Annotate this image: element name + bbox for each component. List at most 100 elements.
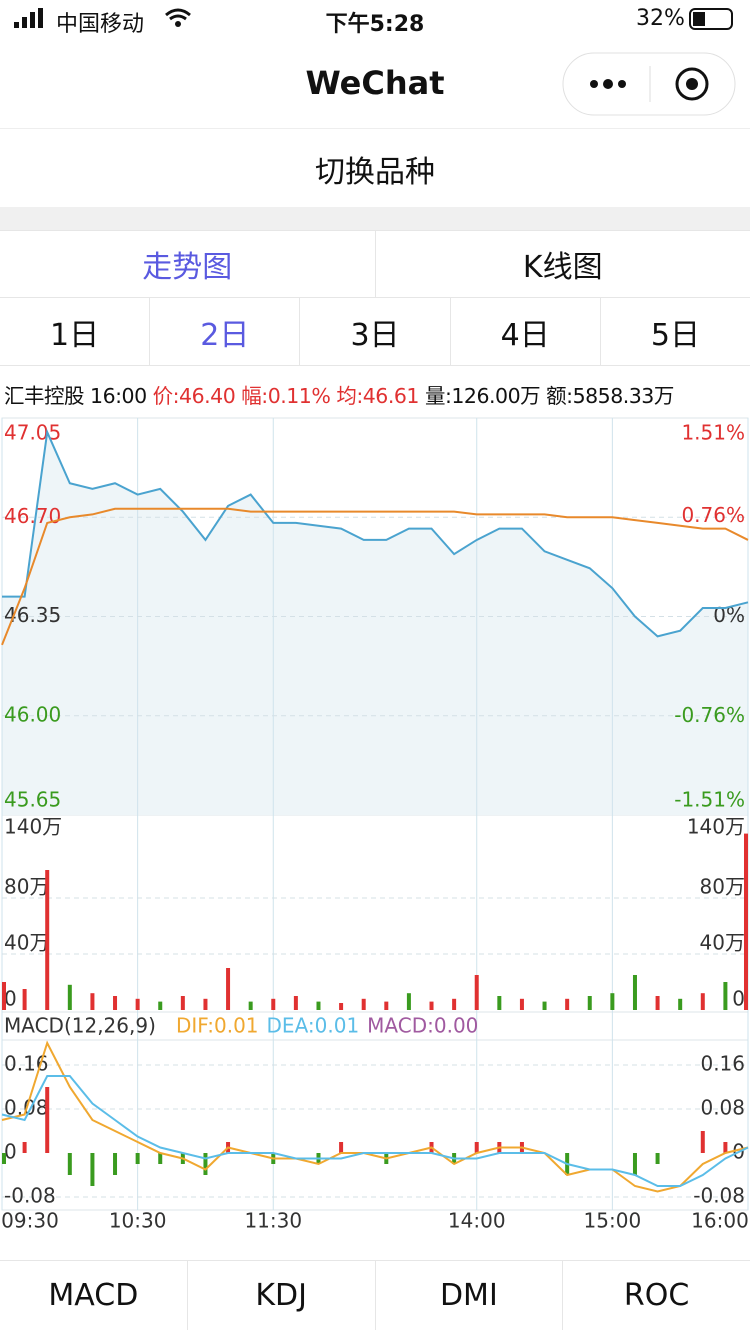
volume-bar	[67, 984, 72, 1010]
y2-tick-label: 1.51%	[681, 421, 745, 445]
y-tick-label-right: -0.08	[693, 1184, 745, 1208]
volume-bar	[587, 996, 592, 1010]
separator	[0, 207, 750, 230]
y-tick-label: 140万	[4, 815, 62, 839]
macd-bar	[203, 1153, 208, 1175]
x-tick-label: 10:30	[109, 1209, 167, 1233]
macd-bar	[90, 1153, 95, 1186]
tab[interactable]: 2日	[150, 298, 301, 365]
macd-bar	[67, 1153, 72, 1175]
y-tick-label-right: 0.08	[700, 1096, 745, 1120]
volume-bar	[361, 998, 366, 1010]
legend-entry: DIF:0.01	[176, 1014, 259, 1038]
chart-tabs: 走势图 K线图	[0, 230, 750, 298]
x-tick-label: 14:00	[448, 1209, 506, 1233]
y-tick-label-right: 80万	[700, 875, 745, 899]
quote-volume: 量:126.00万	[424, 384, 541, 408]
x-tick-label: 16:00	[691, 1209, 749, 1233]
volume-bar	[519, 998, 524, 1010]
macd-bar	[158, 1153, 163, 1164]
price-area	[2, 432, 748, 815]
volume-bar	[610, 993, 615, 1010]
tab[interactable]: 走势图	[0, 231, 376, 297]
x-tick-label: 15:00	[584, 1209, 642, 1233]
volume-bar	[158, 1001, 163, 1010]
x-tick-label: 11:30	[244, 1209, 302, 1233]
tab[interactable]: 4日	[451, 298, 601, 365]
y2-tick-label: -0.76%	[674, 703, 745, 727]
volume-bar	[316, 1001, 321, 1010]
y-tick-label-right: 140万	[687, 815, 745, 839]
switch-button[interactable]: 切换品种	[0, 128, 750, 208]
charts: 09:30 10:30 11:30 14:00 15:00 16:00 47.05 46.70…	[1, 417, 749, 1233]
tab[interactable]: DMI	[376, 1261, 564, 1330]
clock: 下午5:28	[325, 12, 425, 37]
y-tick-label: 46.35	[4, 603, 61, 627]
macd-line	[1, 1075, 749, 1187]
y-tick-label: 46.00	[4, 702, 61, 726]
macd-bar	[474, 1142, 479, 1153]
volume-bar	[226, 968, 231, 1010]
macd-bar	[113, 1153, 118, 1175]
y-tick-label: 0	[4, 987, 17, 1011]
y-tick-label: 40万	[4, 931, 49, 955]
volume-bar	[293, 996, 298, 1010]
macd-bar	[700, 1131, 705, 1153]
volume-bar	[700, 993, 705, 1010]
y-tick-label-right: 40万	[700, 931, 745, 955]
volume-bar	[135, 998, 140, 1010]
volume-bar	[497, 996, 502, 1010]
x-tick-label: 09:30	[1, 1209, 59, 1233]
tab[interactable]: 3日	[300, 298, 451, 365]
macd-bar	[2, 1153, 6, 1164]
volume-bar	[384, 1001, 389, 1010]
quote-time: 16:00	[90, 384, 147, 408]
volume-bar	[542, 1001, 547, 1010]
y2-tick-label: -1.51%	[674, 788, 745, 812]
volume-bar	[2, 982, 6, 1010]
volume-bar	[429, 1001, 434, 1010]
nav-title: WeChat	[305, 64, 445, 102]
stock-name: 汇丰控股	[4, 384, 85, 408]
volume-bar	[406, 993, 411, 1010]
macd-line	[1, 1040, 749, 1193]
tab[interactable]: 5日	[650, 317, 700, 353]
y-tick-label: 45.65	[4, 788, 61, 812]
macd-bar	[632, 1153, 637, 1175]
y-tick-label: 0.16	[4, 1052, 49, 1076]
quote-change: 幅:0.11%	[241, 384, 331, 408]
quote-line: 汇丰控股 16:00 价:46.40 幅:0.11% 均:46.61 量:126…	[4, 379, 674, 409]
volume-bar	[22, 989, 27, 1010]
tab[interactable]: K线图	[522, 250, 603, 285]
volume-bar	[90, 993, 95, 1010]
volume-bar	[45, 870, 50, 1010]
volume-bar	[474, 975, 479, 1010]
tab[interactable]: MACD	[0, 1261, 188, 1330]
volume-bar	[203, 998, 208, 1010]
price-line	[2, 428, 749, 638]
y-tick-label: 46.70	[4, 504, 61, 528]
volume-bar	[271, 998, 276, 1010]
macd-bar	[339, 1142, 344, 1153]
volume-bar	[339, 1003, 344, 1010]
tab[interactable]: KDJ	[188, 1261, 376, 1330]
macd-bar	[45, 1087, 50, 1153]
macd-title: MACD(12,26,9)	[4, 1014, 156, 1038]
macd-bar	[723, 1142, 728, 1153]
y-tick-label-right: 0.16	[700, 1052, 745, 1076]
tab[interactable]: 1日	[0, 298, 151, 365]
chrome-icons	[14, 8, 736, 116]
volume-bar	[180, 996, 185, 1010]
volume-bar	[744, 833, 748, 1010]
legend-entry: MACD:0.00	[367, 1014, 478, 1038]
price-line	[1, 507, 749, 646]
tab[interactable]: ROC	[623, 1278, 690, 1313]
volume-bar	[655, 996, 660, 1010]
macd-bar	[655, 1153, 660, 1164]
indicator-tabs: MACD KDJ DMI ROC	[0, 1260, 750, 1330]
y-tick-label: 80万	[4, 875, 49, 899]
y-tick-label: 0	[4, 1140, 17, 1164]
volume-bar	[632, 975, 637, 1010]
volume-bar	[452, 998, 457, 1010]
